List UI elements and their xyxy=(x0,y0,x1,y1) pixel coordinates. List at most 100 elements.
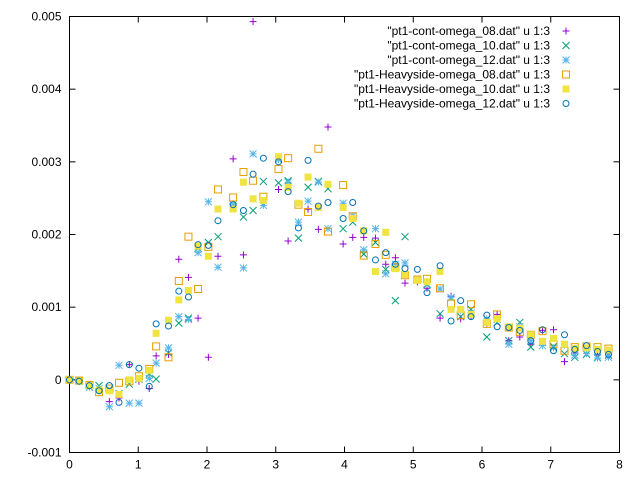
data-point xyxy=(66,376,73,384)
data-point xyxy=(304,183,312,192)
data-point xyxy=(66,376,73,384)
y-tick-label: 0.002 xyxy=(31,228,61,242)
y-tick-label: 0.004 xyxy=(31,82,61,96)
data-point xyxy=(550,326,557,334)
data-point xyxy=(436,314,444,322)
data-point xyxy=(204,197,213,206)
data-point xyxy=(294,218,303,227)
data-point xyxy=(274,179,283,187)
data-point xyxy=(145,374,154,383)
data-point xyxy=(229,205,237,213)
data-point xyxy=(339,181,348,190)
data-point xyxy=(164,344,173,352)
legend: "pt1-cont-omega_08.dat" u 1:3"pt1-cont-o… xyxy=(354,24,570,111)
data-point xyxy=(504,336,513,345)
data-point xyxy=(229,155,237,163)
data-point xyxy=(516,324,524,332)
data-point xyxy=(401,270,409,278)
data-point xyxy=(382,228,390,236)
data-point xyxy=(194,314,202,322)
legend-label: "pt1-cont-omega_08.dat" u 1:3 xyxy=(387,24,550,38)
data-point xyxy=(175,296,183,304)
data-point xyxy=(457,305,465,313)
x-tick-label: 6 xyxy=(479,458,486,472)
data-point xyxy=(115,390,123,398)
data-point xyxy=(259,154,267,162)
data-point xyxy=(249,18,257,26)
data-point xyxy=(115,398,123,406)
data-point xyxy=(184,286,192,294)
data-point xyxy=(401,258,409,267)
data-point xyxy=(447,305,455,313)
data-point xyxy=(275,158,282,166)
legend-label: "pt1-Heavyside-omega_10.dat" u 1:3 xyxy=(354,82,550,96)
data-point xyxy=(125,361,133,369)
data-point xyxy=(214,205,222,213)
data-point xyxy=(504,340,513,349)
x-tick-label: 2 xyxy=(204,458,211,472)
data-point xyxy=(605,350,612,358)
x-axis-ticks: 0 1 2 3 4 5 6 7 8 xyxy=(66,16,623,472)
legend-label: "pt1-cont-omega_10.dat" u 1:3 xyxy=(387,39,550,53)
data-point xyxy=(125,361,133,369)
data-point xyxy=(75,377,83,385)
data-point xyxy=(605,346,612,354)
data-point xyxy=(165,316,172,324)
data-point xyxy=(174,319,183,328)
data-point xyxy=(95,386,103,394)
data-point xyxy=(391,296,400,305)
data-point xyxy=(482,333,491,341)
series-6 xyxy=(66,154,612,406)
data-point xyxy=(304,197,312,205)
data-point xyxy=(165,350,172,358)
data-point xyxy=(294,224,302,232)
data-point xyxy=(259,177,268,186)
data-point xyxy=(145,366,153,374)
data-point xyxy=(493,323,501,331)
data-point xyxy=(304,205,312,213)
data-point xyxy=(467,313,475,321)
data-point xyxy=(516,326,524,334)
data-point xyxy=(526,343,535,351)
data-point xyxy=(382,249,390,257)
data-point xyxy=(391,260,399,268)
y-tick-label: -0.001 xyxy=(27,446,61,460)
data-point xyxy=(304,173,312,181)
data-point xyxy=(527,337,535,345)
data-point xyxy=(314,225,322,233)
data-point xyxy=(152,342,161,351)
legend-label: "pt1-cont-omega_12.dat" u 1:3 xyxy=(387,53,550,67)
data-point xyxy=(194,248,202,257)
data-point xyxy=(239,178,247,186)
data-point xyxy=(184,273,192,281)
data-point xyxy=(135,374,143,382)
data-point xyxy=(105,402,114,411)
data-point xyxy=(204,242,213,251)
x-tick-label: 8 xyxy=(616,458,623,472)
data-point xyxy=(125,399,134,407)
data-point xyxy=(164,353,173,362)
data-point xyxy=(505,324,513,332)
data-point xyxy=(457,297,465,305)
legend-label: "pt1-Heavyside-omega_08.dat" u 1:3 xyxy=(354,68,550,82)
data-point xyxy=(145,382,153,390)
data-point xyxy=(570,351,579,359)
legend-marker xyxy=(562,27,570,35)
data-point xyxy=(194,285,203,293)
data-point xyxy=(423,278,431,286)
data-point xyxy=(582,349,591,358)
y-axis-ticks: -0.001 0 0.001 0.002 0.003 0.004 0.005 xyxy=(27,10,620,460)
data-point xyxy=(125,376,133,384)
data-point xyxy=(229,200,237,209)
data-point xyxy=(436,268,444,276)
data-point xyxy=(339,224,347,233)
data-point xyxy=(239,251,247,259)
data-point xyxy=(194,242,202,250)
data-point xyxy=(516,333,524,341)
data-point xyxy=(115,378,123,387)
data-point xyxy=(349,199,357,207)
data-point xyxy=(184,293,192,301)
data-point xyxy=(249,149,257,158)
x-tick-label: 5 xyxy=(410,458,417,472)
